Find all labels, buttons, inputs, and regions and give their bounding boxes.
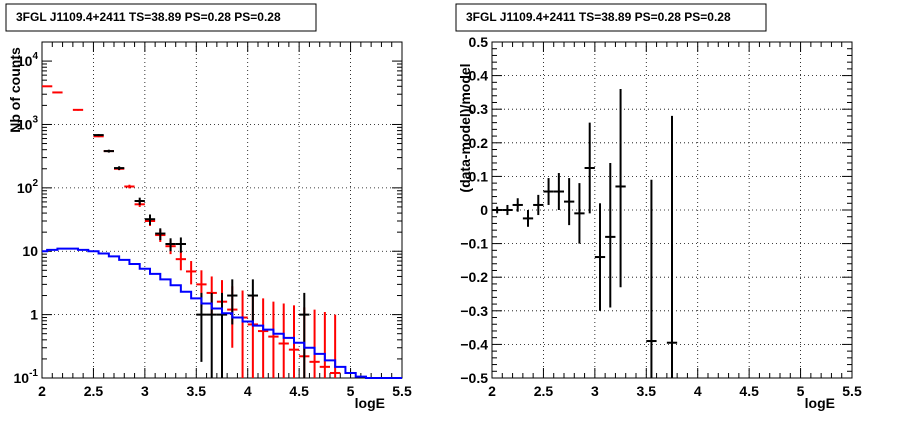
y-tick-label: 0.2 — [469, 135, 489, 151]
chart-title-box — [5, 3, 317, 32]
y-tick-exponent: -1 — [29, 368, 38, 379]
y-tick-label: 0.1 — [469, 168, 489, 184]
x-tick-label: 5.5 — [392, 383, 412, 399]
y-tick-base: 10 — [14, 370, 30, 386]
x-tick-label: 3.5 — [187, 383, 207, 399]
y-tick-label: 103 — [17, 114, 39, 132]
x-tick-label: 2.5 — [84, 383, 104, 399]
x-tick-label: 3.5 — [637, 383, 657, 399]
y-tick-label: 10-1 — [14, 368, 39, 386]
x-tick-label: 4 — [694, 383, 702, 399]
y-tick-label: −0.4 — [460, 336, 488, 352]
y-axis-label: (data-model)/model — [457, 63, 473, 192]
y-tick-base: 10 — [17, 116, 33, 132]
x-tick-label: 5 — [347, 383, 355, 399]
y-tick-label: 0 — [480, 202, 488, 218]
y-axis-label: Nb of counts — [7, 47, 23, 133]
chart-panel-2: 3FGL J1109.4+2411 TS=38.89 PS=0.28 PS=0.… — [455, 3, 862, 411]
x-tick-label: 2.5 — [534, 383, 554, 399]
x-tick-label: 4.5 — [739, 383, 759, 399]
x-axis-label: logE — [805, 395, 835, 411]
y-tick-base: 10 — [17, 180, 33, 196]
y-tick-label: −0.5 — [460, 370, 488, 386]
y-tick-label: 0.4 — [469, 68, 489, 84]
y-tick-label: 0.5 — [469, 34, 489, 50]
y-tick-label: 102 — [17, 178, 39, 196]
y-tick-label: 104 — [17, 51, 39, 69]
x-axis-label: logE — [355, 395, 385, 411]
model-histogram-line — [42, 247, 402, 379]
y-tick-label: −0.2 — [460, 269, 488, 285]
x-tick-label: 5.5 — [842, 383, 862, 399]
y-tick-exponent: 3 — [32, 114, 38, 125]
x-tick-label: 3 — [141, 383, 149, 399]
y-tick-base: 10 — [17, 53, 33, 69]
y-tick-exponent: 4 — [32, 51, 38, 62]
x-tick-label: 4.5 — [289, 383, 309, 399]
x-tick-label: 2 — [38, 383, 46, 399]
chart-title: 3FGL J1109.4+2411 TS=38.89 PS=0.28 PS=0.… — [16, 10, 281, 24]
x-tick-label: 5 — [797, 383, 805, 399]
chart-title: 3FGL J1109.4+2411 TS=38.89 PS=0.28 PS=0.… — [466, 10, 731, 24]
chart-panel-1: 3FGL J1109.4+2411 TS=38.89 PS=0.28 PS=0.… — [5, 3, 412, 411]
x-tick-label: 3 — [591, 383, 599, 399]
chart-title-box — [455, 3, 767, 32]
x-tick-label: 2 — [488, 383, 496, 399]
x-tick-label: 4 — [244, 383, 252, 399]
y-tick-exponent: 2 — [32, 178, 38, 189]
y-tick-label: −0.1 — [460, 236, 488, 252]
y-tick-label: 10 — [22, 243, 38, 259]
y-tick-label: 0.3 — [469, 101, 489, 117]
y-tick-label: 1 — [30, 307, 38, 323]
y-tick-label: −0.3 — [460, 303, 488, 319]
